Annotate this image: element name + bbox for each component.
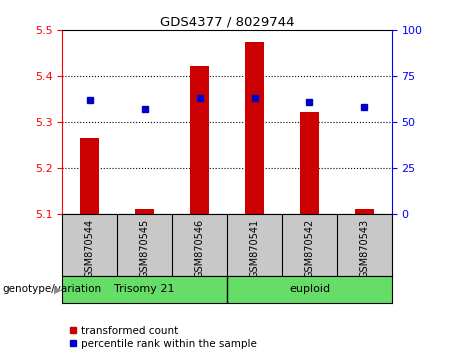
Bar (80, 138, 99, 214)
Text: GSM870544: GSM870544 (85, 219, 95, 278)
Bar (245, 41, 264, 214)
Text: GSM870543: GSM870543 (360, 219, 369, 278)
Bar (355, 209, 374, 214)
Text: euploid: euploid (289, 284, 330, 295)
Text: GSM870541: GSM870541 (249, 219, 260, 278)
Bar (135, 209, 154, 214)
Bar (190, 66, 209, 214)
Legend: transformed count, percentile rank within the sample: transformed count, percentile rank withi… (70, 326, 257, 349)
Text: ▶: ▶ (54, 284, 62, 295)
Text: genotype/variation: genotype/variation (2, 284, 101, 295)
Bar (300, 112, 319, 214)
Title: GDS4377 / 8029744: GDS4377 / 8029744 (160, 16, 294, 29)
Text: GSM870546: GSM870546 (195, 219, 205, 278)
Text: GSM870542: GSM870542 (304, 219, 314, 278)
Text: GSM870545: GSM870545 (140, 219, 150, 278)
Text: Trisomy 21: Trisomy 21 (114, 284, 175, 295)
